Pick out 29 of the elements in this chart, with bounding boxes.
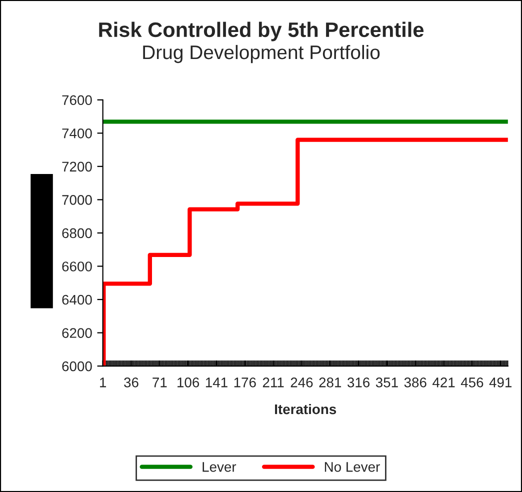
y-tick-label: 7600	[62, 95, 92, 106]
x-tick-label: 36	[124, 378, 138, 388]
y-tick-label: 7400	[62, 128, 92, 138]
legend-label: Lever	[202, 462, 236, 472]
y-tick-label: 6200	[62, 328, 92, 338]
x-tick-label: 71	[152, 378, 167, 388]
x-tick-label: 246	[290, 378, 313, 388]
x-tick-label: 281	[319, 378, 342, 388]
y-tick-label: 7200	[62, 162, 92, 172]
x-tick-label: 386	[404, 378, 426, 388]
x-tick-label: 211	[262, 378, 284, 388]
x-tick-label: 491	[489, 378, 512, 388]
legend-label: No Lever	[324, 462, 380, 472]
x-tick-label: 316	[347, 378, 370, 388]
y-tick-label: 6800	[62, 228, 92, 238]
y-tick-label: 6600	[62, 262, 92, 272]
x-tick-label: 176	[234, 378, 256, 388]
x-tick-label: 1	[100, 378, 106, 388]
y-tick-label: 6000	[62, 361, 92, 372]
x-tick-label: 141	[206, 378, 228, 388]
x-tick-label: 351	[376, 378, 398, 388]
x-tick-label: 456	[460, 378, 484, 388]
y-tick-label: 7000	[62, 195, 92, 205]
y-tick-label: 6400	[62, 294, 92, 305]
x-tick-label: 421	[432, 378, 455, 388]
x-axis-title: Iterations	[275, 404, 336, 414]
chart-title: Risk Controlled by 5th Percentile	[99, 22, 424, 42]
x-tick-label: 106	[178, 378, 200, 388]
chart-subtitle: Drug Development Portfolio	[143, 44, 380, 64]
